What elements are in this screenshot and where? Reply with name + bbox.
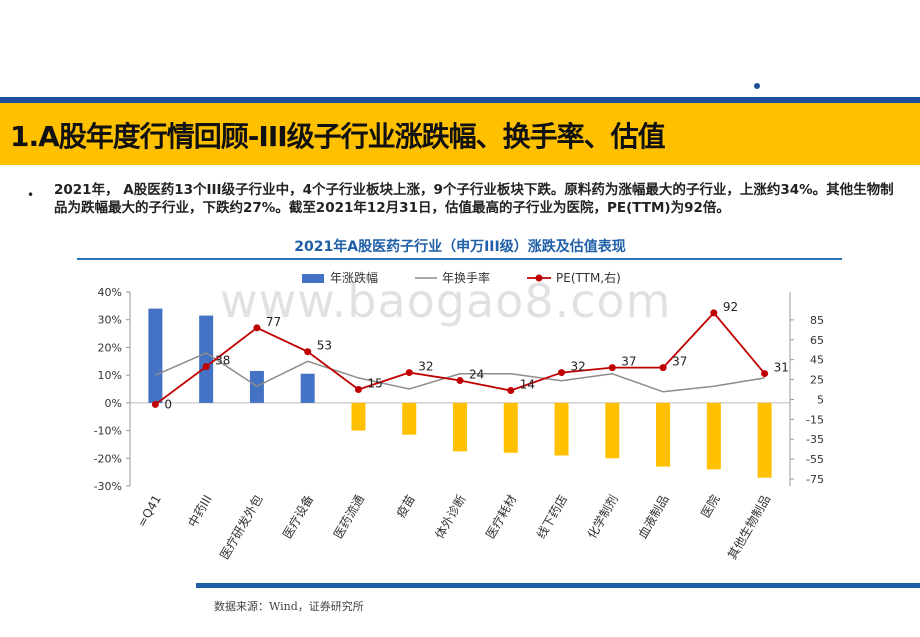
title-band: 1.A股年度行情回顾-III级子行业涨跌幅、换手率、估值 [0, 97, 920, 165]
right-axis-tick-label: 45 [810, 354, 824, 367]
category-label: 体外诊断 [432, 492, 469, 541]
category-label: 医疗研发外包 [217, 492, 266, 562]
category-label: 医疗设备 [280, 493, 316, 542]
pe-data-label: 53 [317, 339, 332, 353]
right-axis-tick-label: 25 [810, 374, 824, 387]
category-label: 化学制剂 [584, 492, 621, 541]
bar [402, 402, 417, 435]
bar [706, 402, 721, 470]
left-axis-tick-label: -10% [94, 425, 122, 438]
right-axis-tick-label: 85 [810, 314, 824, 327]
right-axis-tick-label: -75 [806, 473, 824, 486]
category-label: 医院 [698, 493, 722, 521]
category-label: 血液制品 [635, 492, 672, 541]
chart-title: 2021年A股医药子行业（申万III级）涨跌及估值表现 [294, 239, 626, 255]
left-axis-tick-label: 10% [98, 369, 122, 382]
pe-point [761, 370, 769, 378]
left-axis-tick-label: 30% [98, 314, 122, 327]
pe-point [507, 386, 515, 394]
footer-rule [196, 583, 920, 588]
bar [351, 402, 366, 431]
bullet-marker: • [27, 188, 35, 202]
pe-point [304, 348, 312, 356]
left-axis-tick-label: 0% [105, 397, 122, 410]
source-note: 数据来源：Wind，证券研究所 [214, 600, 364, 613]
pe-point [558, 369, 566, 377]
bar [757, 402, 772, 478]
left-axis-tick-label: -20% [94, 452, 122, 465]
chart-top-rule [77, 258, 842, 260]
pe-data-label: 37 [672, 355, 687, 369]
pe-point [354, 385, 362, 393]
category-label: 医疗耗材 [483, 493, 519, 542]
bar [503, 402, 518, 453]
pe-point [659, 364, 667, 372]
right-axis-tick-label: 65 [810, 334, 824, 347]
category-label: 疫苗 [393, 492, 418, 520]
pe-data-label: 14 [520, 377, 535, 391]
category-label: 医药流通 [331, 493, 367, 542]
decorative-dot [754, 83, 760, 89]
category-label: =Q41 [134, 493, 164, 530]
category-label: 其他生物制品 [725, 493, 773, 562]
right-axis-tick-label: -15 [806, 413, 824, 426]
bar [453, 402, 467, 452]
pe-data-label: 31 [774, 361, 789, 375]
legend-label: 年涨跌幅 [330, 270, 378, 285]
pe-data-label: 77 [266, 315, 281, 329]
pe-point [456, 377, 464, 385]
right-axis-tick-label: 5 [817, 393, 824, 406]
left-axis-tick-label: 20% [98, 341, 122, 354]
watermark: www.baogao8.com [220, 274, 672, 328]
pe-point [253, 324, 261, 332]
right-axis-tick-label: -35 [806, 433, 824, 446]
pe-data-label: 32 [418, 360, 433, 374]
turnover-series-line [155, 352, 765, 393]
bar [605, 402, 620, 459]
pe-data-label: 37 [621, 355, 636, 369]
pe-point [710, 309, 718, 317]
pe-data-label: 0 [164, 397, 172, 411]
chart: 40% 30% 20% 10% 0% -10% -20% -30% 85 65 45 25 5 -15 -3… [94, 270, 824, 562]
pe-data-label: 32 [571, 360, 586, 374]
pe-data-label: 15 [367, 376, 382, 390]
pe-point [202, 363, 210, 371]
pe-point [608, 364, 616, 372]
legend-label: PE(TTM,右) [556, 270, 621, 285]
left-axis-tick-label: 40% [98, 286, 122, 299]
bar [199, 315, 214, 403]
summary-text: 2021年， A股医药13个III级子行业中，4个子行业板块上涨，9个子行业板块… [54, 182, 894, 216]
category-label: 中药III [184, 492, 214, 529]
pe-point [405, 369, 413, 377]
pe-point [151, 400, 159, 408]
pe-data-label: 24 [469, 368, 484, 382]
pe-data-label: 38 [215, 354, 230, 368]
bar [656, 402, 671, 467]
bar [300, 373, 315, 403]
legend-swatch-bar [302, 274, 324, 283]
legend-label: 年换手率 [442, 270, 490, 285]
left-axis-tick-label: -30% [94, 480, 122, 493]
slide-title: 1.A股年度行情回顾-III级子行业涨跌幅、换手率、估值 [10, 120, 666, 153]
bar [148, 308, 163, 403]
bar [554, 402, 569, 456]
pe-data-label: 92 [723, 300, 738, 314]
category-label: 线下药店 [534, 493, 570, 542]
legend-swatch-pe-marker [535, 274, 543, 282]
right-axis-tick-label: -55 [806, 453, 824, 466]
